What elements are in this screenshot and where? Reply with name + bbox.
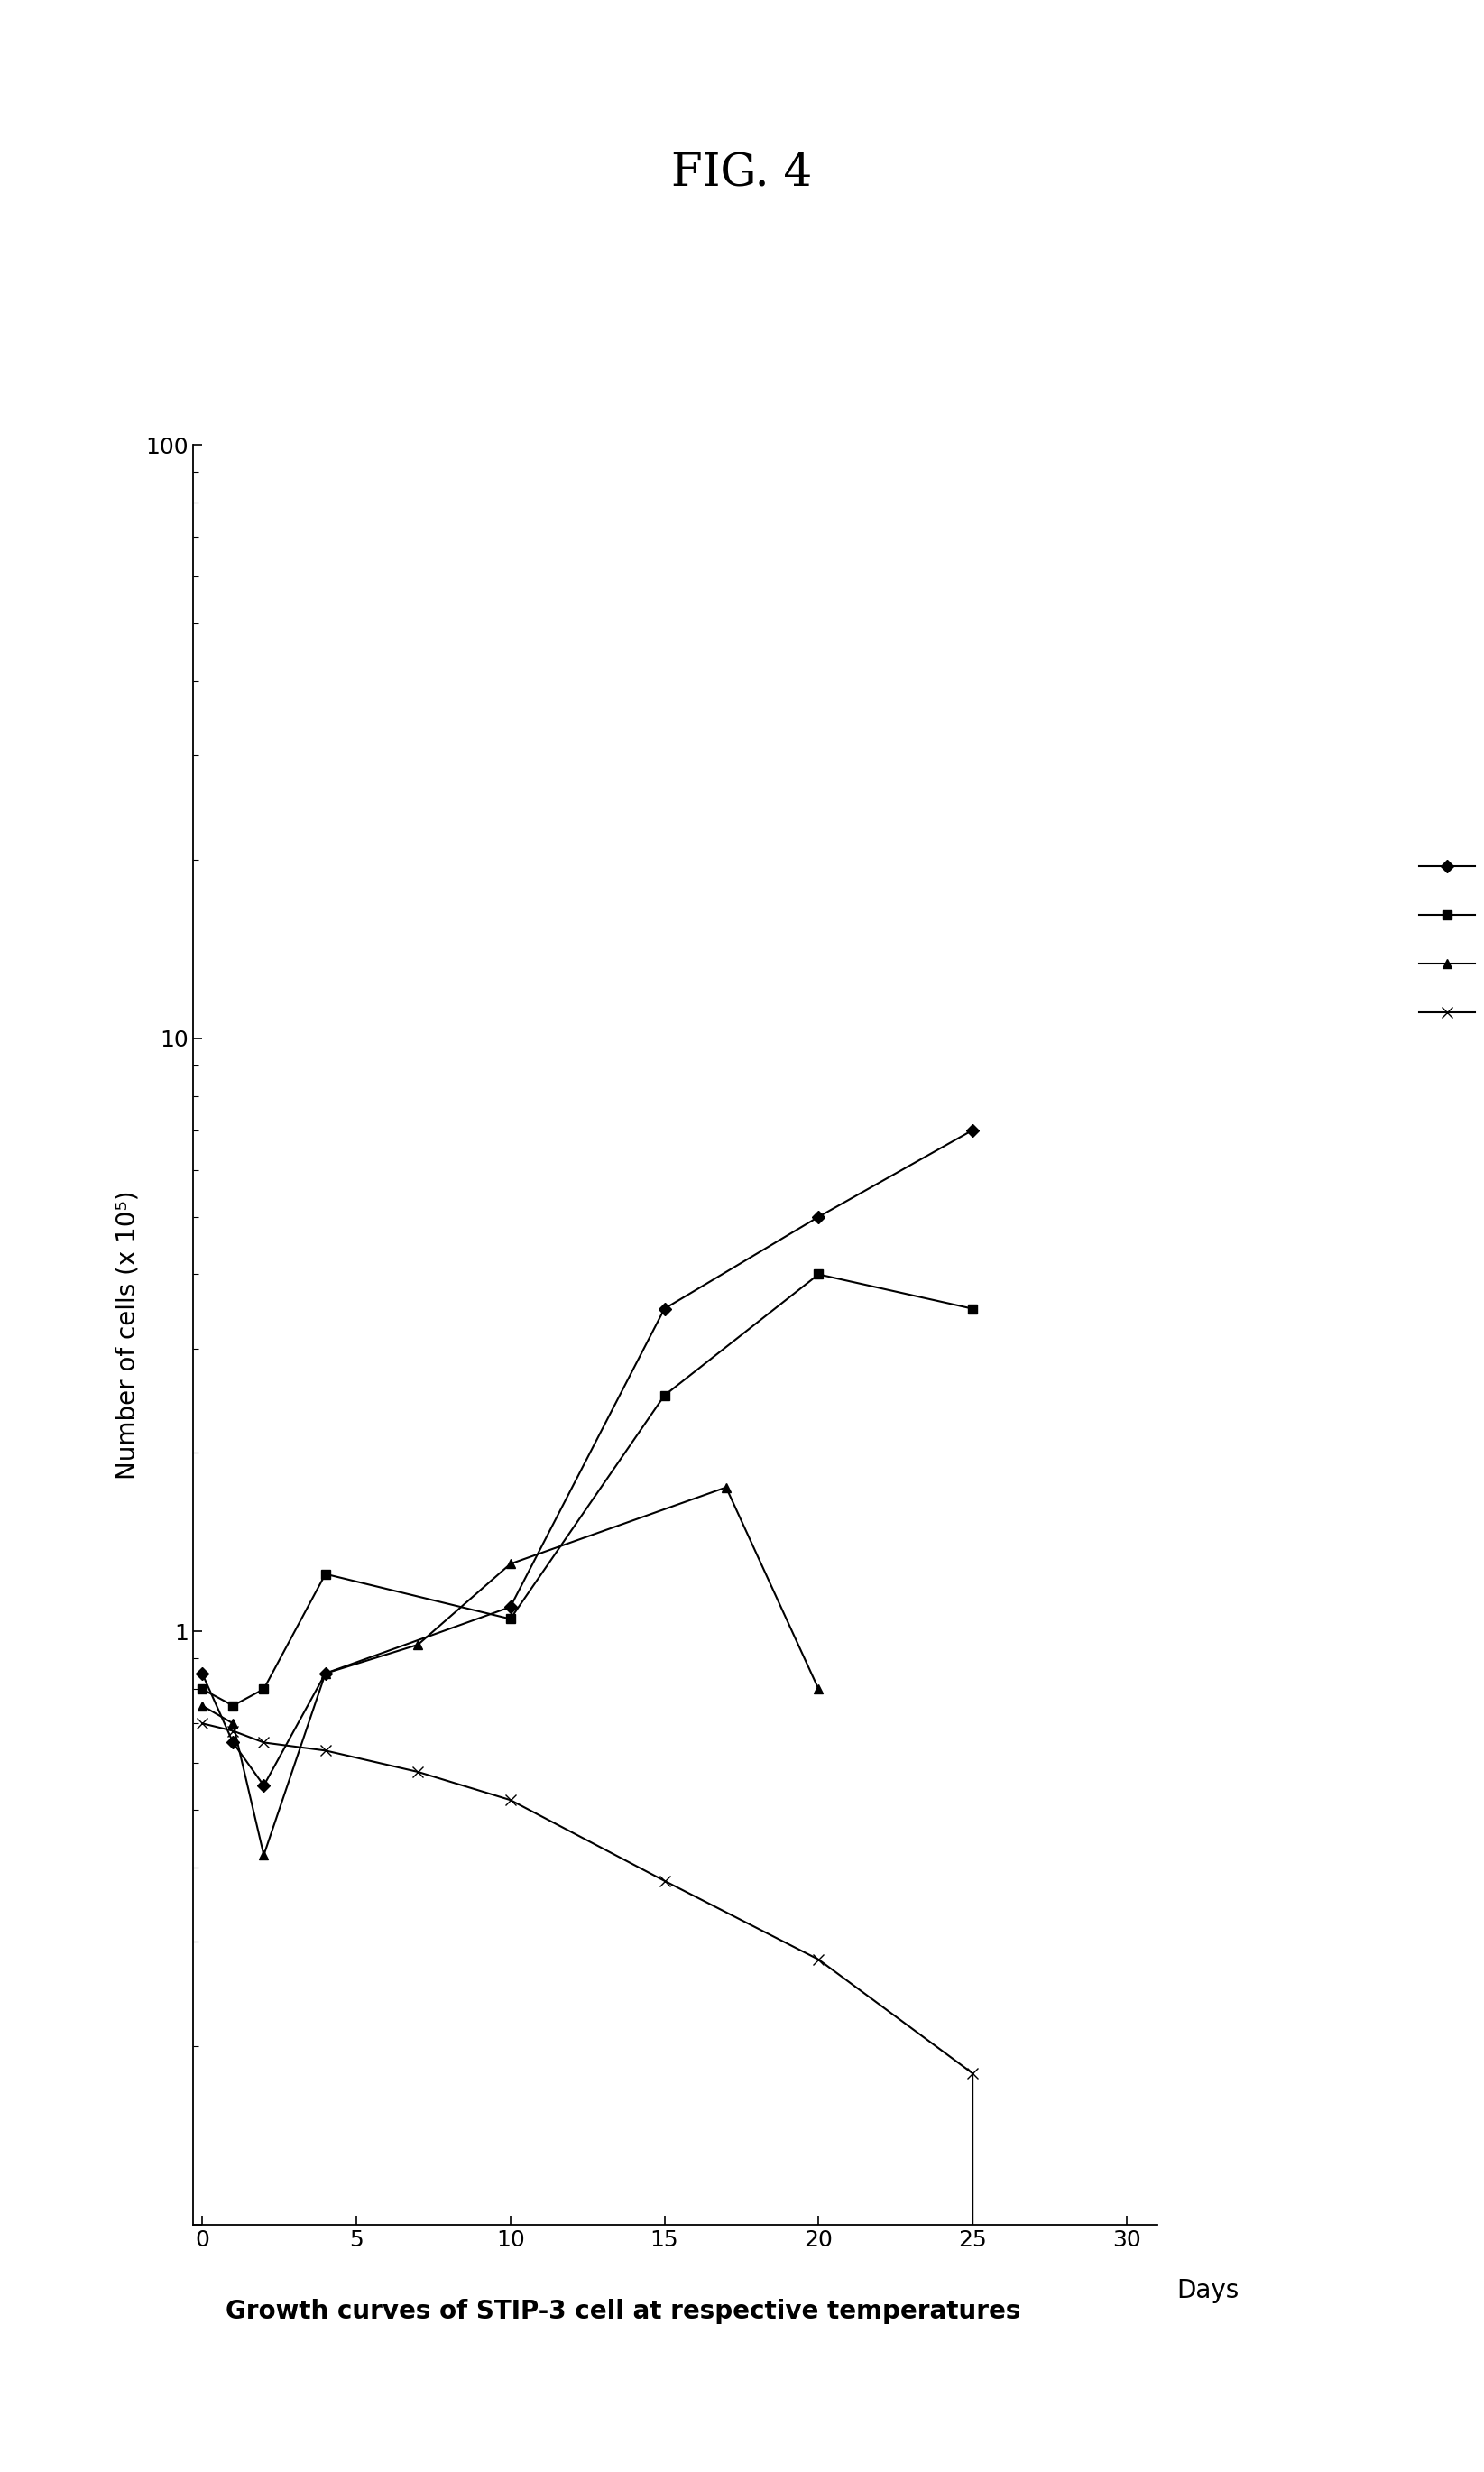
15°C bbox=[316, 1659, 334, 1688]
Y-axis label: Number of cells (x 10⁵): Number of cells (x 10⁵) bbox=[116, 1192, 141, 1478]
32°C bbox=[502, 1785, 519, 1814]
Line: 32°C: 32°C bbox=[196, 1718, 1132, 2472]
15°C bbox=[656, 1293, 674, 1323]
32°C bbox=[255, 1728, 273, 1758]
Legend: 15°C, 20°C, 30°C, 32°C: 15°C, 20°C, 30°C, 32°C bbox=[1410, 848, 1484, 1033]
32°C bbox=[656, 1866, 674, 1896]
30°C bbox=[255, 1839, 273, 1869]
30°C bbox=[193, 1691, 211, 1721]
32°C bbox=[224, 1716, 242, 1745]
15°C bbox=[810, 1201, 828, 1231]
Text: Days: Days bbox=[1177, 2279, 1239, 2304]
30°C bbox=[502, 1550, 519, 1580]
15°C bbox=[255, 1770, 273, 1800]
Text: FIG. 4: FIG. 4 bbox=[672, 151, 812, 195]
30°C bbox=[810, 1674, 828, 1703]
15°C bbox=[193, 1659, 211, 1688]
20°C bbox=[316, 1560, 334, 1589]
15°C bbox=[502, 1592, 519, 1622]
32°C bbox=[410, 1758, 427, 1787]
20°C bbox=[656, 1379, 674, 1409]
15°C bbox=[963, 1115, 981, 1145]
20°C bbox=[502, 1604, 519, 1634]
20°C bbox=[963, 1293, 981, 1323]
Text: Growth curves of STIP-3 cell at respective temperatures: Growth curves of STIP-3 cell at respecti… bbox=[226, 2299, 1021, 2324]
32°C bbox=[963, 2059, 981, 2089]
Line: 30°C: 30°C bbox=[197, 1483, 824, 1859]
15°C bbox=[224, 1728, 242, 1758]
Line: 20°C: 20°C bbox=[197, 1271, 976, 1711]
20°C bbox=[810, 1261, 828, 1290]
Line: 15°C: 15°C bbox=[197, 1125, 976, 1790]
32°C bbox=[316, 1735, 334, 1765]
20°C bbox=[224, 1691, 242, 1721]
30°C bbox=[316, 1659, 334, 1688]
20°C bbox=[255, 1674, 273, 1703]
32°C bbox=[810, 1945, 828, 1975]
30°C bbox=[410, 1629, 427, 1659]
20°C bbox=[193, 1674, 211, 1703]
32°C bbox=[193, 1708, 211, 1738]
30°C bbox=[717, 1473, 735, 1503]
30°C bbox=[224, 1708, 242, 1738]
